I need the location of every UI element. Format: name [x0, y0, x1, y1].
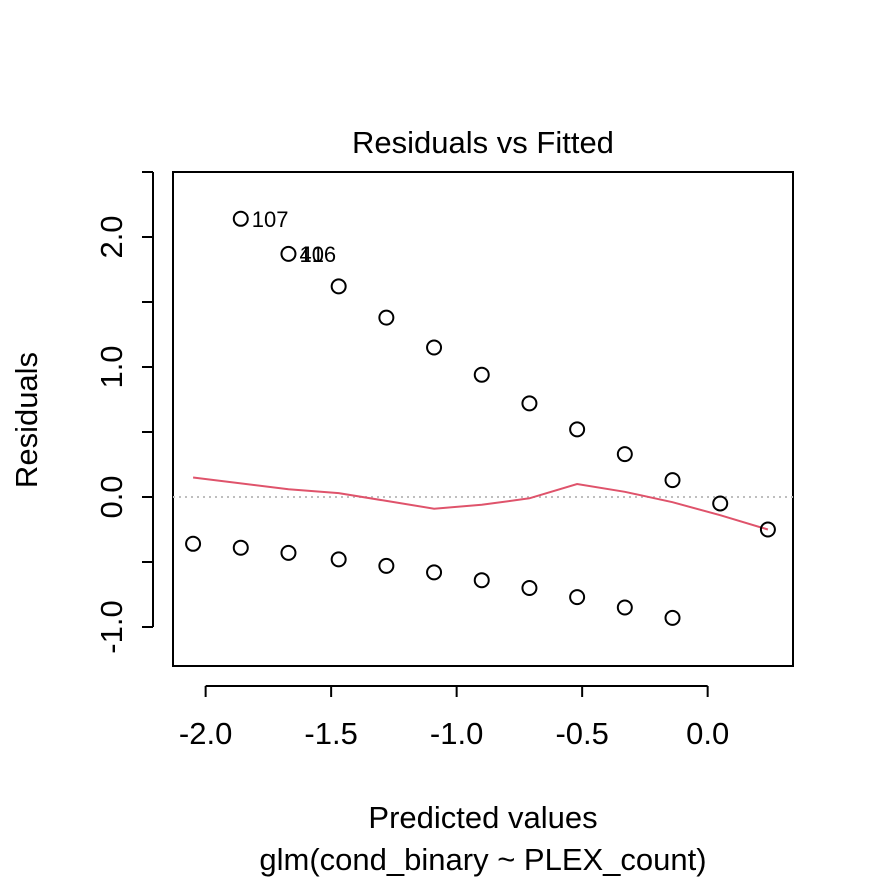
y-tick-label: -1.0 [94, 600, 129, 653]
y-tick-label: 2.0 [94, 215, 129, 258]
smooth-line-layer [192, 476, 769, 531]
data-point [712, 495, 729, 512]
x-axis-sublabel: glm(cond_binary ~ PLEX_count) [259, 842, 706, 877]
data-point [664, 472, 681, 489]
data-point [473, 366, 490, 383]
smooth-fit-line [192, 476, 769, 531]
data-point [521, 395, 538, 412]
plot-frame [172, 171, 794, 667]
points-layer [185, 210, 776, 626]
x-tick-label: -0.5 [555, 716, 608, 751]
x-tick-label: -2.0 [179, 716, 232, 751]
data-point [473, 572, 490, 589]
data-point [232, 210, 249, 227]
data-point [616, 599, 633, 616]
y-axis-label: Residuals [9, 352, 44, 488]
chart-title: Residuals vs Fitted [352, 125, 614, 160]
x-tick-label: -1.5 [304, 716, 357, 751]
data-point [569, 421, 586, 438]
data-point [378, 309, 395, 326]
data-point [664, 609, 681, 626]
data-point [378, 557, 395, 574]
x-tick-label: -1.0 [430, 716, 483, 751]
x-tick-label: 0.0 [686, 716, 729, 751]
data-point [280, 544, 297, 561]
data-point [569, 589, 586, 606]
data-point [185, 535, 202, 552]
point-label-41: 41 [299, 242, 323, 267]
x-axis: -2.0 -1.5 -1.0 -0.5 0.0 [179, 685, 729, 751]
data-point [759, 521, 776, 538]
point-label-106: 106 [299, 242, 336, 267]
y-axis: -1.0 0.0 1.0 2.0 [94, 171, 154, 654]
data-point [521, 580, 538, 596]
data-point [330, 278, 347, 295]
data-point [232, 539, 249, 556]
point-label-107: 107 [252, 207, 289, 232]
data-point [616, 446, 633, 463]
data-point [426, 564, 443, 581]
data-point [330, 551, 347, 568]
y-tick-label: 1.0 [94, 345, 129, 388]
data-point [426, 339, 443, 356]
data-point [280, 245, 297, 262]
x-axis-label: Predicted values [368, 800, 597, 835]
y-tick-label: 0.0 [94, 475, 129, 518]
